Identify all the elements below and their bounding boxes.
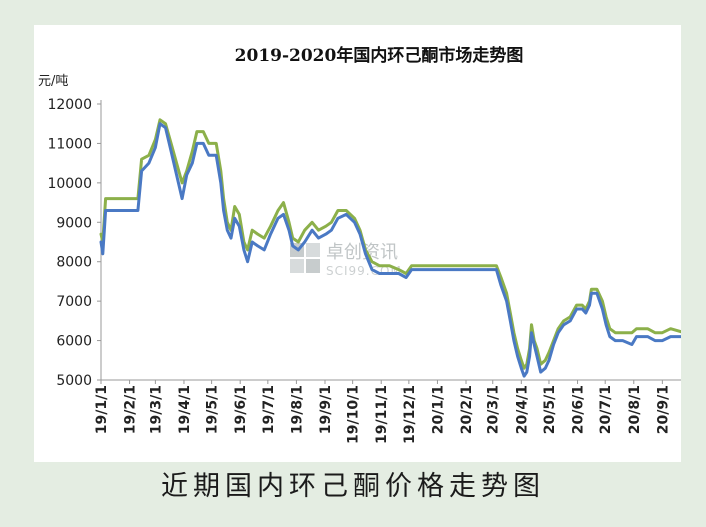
- line-chart: 2019-2020年国内环己酮市场走势图 元/吨 卓创资讯 SCI99.COM …: [38, 45, 681, 444]
- x-tick-label: 20/1/1: [430, 385, 446, 434]
- figure-caption: 近期国内环己酮价格走势图: [161, 471, 545, 502]
- figure-frame: 2019-2020年国内环己酮市场走势图 元/吨 卓创资讯 SCI99.COM …: [14, 8, 692, 512]
- x-tick-label: 20/7/1: [598, 385, 614, 434]
- x-tick-label: 20/4/1: [514, 385, 530, 434]
- x-tick-label: 19/9/1: [318, 385, 334, 434]
- y-tick-label: 6000: [56, 334, 92, 350]
- y-tick-label: 10000: [47, 176, 92, 192]
- axes: [100, 100, 681, 381]
- watermark-logo-mark: [306, 259, 320, 273]
- y-axis-ticks: 5000 6000 7000 8000 9000 10000 11000 12000: [47, 97, 101, 389]
- x-tick-label: 20/2/1: [459, 385, 475, 434]
- x-tick-label: 20/6/1: [571, 385, 587, 434]
- y-tick-label: 8000: [56, 255, 92, 271]
- x-tick-label: 19/8/1: [289, 385, 305, 434]
- series-line-green: [99, 118, 681, 370]
- x-tick-label: 19/5/1: [205, 385, 221, 434]
- y-tick-label: 7000: [56, 294, 92, 310]
- series-layer: [99, 118, 681, 378]
- x-tick-label: 19/12/1: [402, 385, 418, 444]
- x-tick-label: 19/10/1: [346, 385, 362, 444]
- x-tick-label: 19/6/1: [233, 385, 249, 434]
- y-tick-label: 9000: [56, 215, 92, 231]
- chart-panel: 2019-2020年国内环己酮市场走势图 元/吨 卓创资讯 SCI99.COM …: [34, 25, 681, 462]
- x-tick-label: 20/5/1: [542, 385, 558, 434]
- x-tick-label: 19/2/1: [123, 385, 139, 434]
- y-axis-unit-label: 元/吨: [38, 74, 68, 89]
- x-tick-label: 19/3/1: [148, 385, 164, 434]
- x-tick-label: 20/8/1: [627, 385, 643, 434]
- y-tick-label: 5000: [56, 373, 92, 389]
- chart-title: 2019-2020年国内环己酮市场走势图: [235, 45, 524, 66]
- y-tick-label: 12000: [47, 97, 92, 113]
- x-tick-label: 19/1/1: [94, 385, 110, 434]
- x-tick-label: 19/7/1: [261, 385, 277, 434]
- watermark-logo-mark: [290, 259, 304, 273]
- watermark-cn-text: 卓创资讯: [326, 242, 398, 263]
- x-tick-label: 20/3/1: [486, 385, 502, 434]
- x-tick-label: 19/4/1: [177, 385, 193, 434]
- y-tick-label: 11000: [47, 136, 92, 152]
- watermark-logo-mark: [306, 243, 320, 257]
- x-tick-label: 19/11/1: [374, 385, 390, 444]
- x-tick-label: 20/9/1: [655, 385, 671, 434]
- x-axis-ticks: 19/1/1 19/2/1 19/3/1 19/4/1 19/5/1 19/6/1 19/7…: [94, 380, 671, 444]
- series-line-blue: [99, 122, 681, 378]
